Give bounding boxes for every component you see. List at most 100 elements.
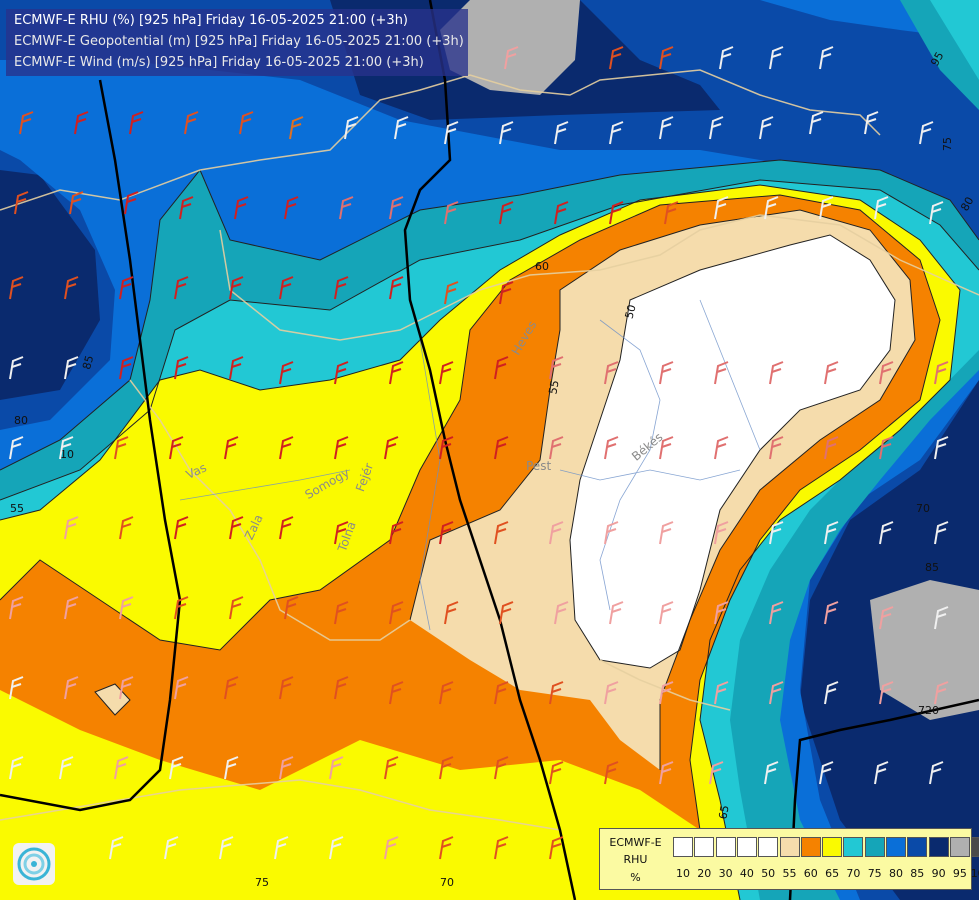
wind-barb — [9, 596, 24, 620]
wind-barb — [279, 756, 294, 780]
wind-barb — [879, 436, 894, 460]
legend-title-model: ECMWF-E — [609, 836, 662, 849]
wind-barb — [119, 516, 134, 540]
title-geopotential: ECMWF-E Geopotential (m) [925 hPa] Frida… — [14, 34, 464, 49]
wind-barb — [659, 601, 674, 625]
wind-barb — [764, 196, 779, 220]
wind-barbs — [9, 46, 949, 860]
contour-label: 85 — [80, 354, 96, 371]
legend-tick: 85 — [910, 867, 925, 880]
wind-barb — [879, 361, 894, 385]
swirl-logo-icon — [17, 847, 51, 881]
wind-barb — [64, 516, 79, 540]
country-borders — [0, 69, 979, 831]
wind-barb — [864, 111, 879, 135]
wind-barb — [334, 436, 349, 460]
wind-barb — [714, 361, 729, 385]
wind-barb — [389, 521, 404, 545]
wind-barb — [494, 521, 509, 545]
contour-label: 65 — [716, 804, 731, 820]
wind-barb — [714, 681, 729, 705]
wind-barb — [609, 601, 624, 625]
contour-label: 75 — [941, 137, 954, 151]
wind-barb — [879, 606, 894, 630]
legend-swatch — [971, 837, 979, 857]
wind-barb — [709, 761, 724, 785]
wind-barb — [119, 596, 134, 620]
legend-tick: 75 — [867, 867, 882, 880]
legend-tick: 70 — [846, 867, 861, 880]
wind-barb — [329, 756, 344, 780]
wind-barb — [64, 596, 79, 620]
wind-barb — [174, 596, 189, 620]
legend-swatch — [715, 837, 736, 857]
wind-barb — [809, 111, 824, 135]
wind-barb — [224, 676, 239, 700]
wind-barb — [714, 521, 729, 545]
wind-barb — [279, 516, 294, 540]
rhu-patch-90-west — [0, 170, 100, 400]
wind-barb — [554, 201, 569, 225]
legend-tick: 65 — [825, 867, 840, 880]
wind-barb — [9, 436, 24, 460]
wind-barb — [709, 116, 724, 140]
wind-barb — [9, 756, 24, 780]
wind-barb — [934, 361, 949, 385]
wind-barb — [169, 756, 184, 780]
wind-barb — [714, 436, 729, 460]
contour-label: 75 — [255, 876, 269, 889]
legend-swatch — [928, 837, 949, 857]
legend-tick: 100 — [970, 867, 979, 880]
rhu-patch-95-north — [440, 0, 580, 95]
wind-barb — [494, 436, 509, 460]
wind-barb — [554, 121, 569, 145]
wind-barb — [769, 681, 784, 705]
wind-barb — [334, 276, 349, 300]
legend-swatch — [736, 837, 757, 857]
wind-barb — [389, 601, 404, 625]
wind-barb — [239, 111, 254, 135]
legend-swatch — [673, 837, 693, 857]
wind-barb — [119, 676, 134, 700]
wind-barb — [114, 756, 129, 780]
wind-barb — [609, 121, 624, 145]
contour-labels: 60 50 55 70 85 75 80 95 720 85 80 55 75 … — [10, 50, 976, 889]
contour-label: 70 — [440, 876, 454, 889]
wind-barb — [494, 756, 509, 780]
legend-tick: 80 — [889, 867, 903, 880]
wind-barb — [769, 436, 784, 460]
wind-barb — [769, 46, 784, 70]
wind-barb — [344, 116, 359, 140]
wind-barb — [769, 521, 784, 545]
wind-barb — [824, 521, 839, 545]
wind-barb — [279, 436, 294, 460]
contour-label: 85 — [925, 561, 939, 574]
legend-tick: 30 — [718, 867, 733, 880]
wind-barb — [394, 116, 409, 140]
wind-barb — [499, 601, 514, 625]
wind-barb — [494, 356, 509, 380]
wind-barb — [439, 681, 454, 705]
rhu-legend: ECMWF-E RHU % 10 20 30 40 50 55 60 65 70 75 80 85 90… — [599, 828, 979, 890]
wind-barb — [444, 201, 459, 225]
wind-barb — [229, 276, 244, 300]
wind-barb — [769, 361, 784, 385]
wind-barb — [229, 516, 244, 540]
legend-title-var: RHU — [623, 853, 648, 866]
legend-tick: 50 — [761, 867, 776, 880]
wind-barb — [439, 836, 454, 860]
logo — [13, 843, 55, 885]
wind-barb — [274, 836, 289, 860]
wind-barb — [609, 201, 624, 225]
wind-barb — [819, 761, 834, 785]
wind-barb — [9, 676, 24, 700]
wind-barb — [384, 436, 399, 460]
contour-label: 720 — [918, 704, 939, 717]
wind-barb — [499, 281, 514, 305]
wind-barb — [549, 681, 564, 705]
wind-barb — [234, 196, 249, 220]
wind-barb — [659, 46, 674, 70]
wind-barb — [109, 836, 124, 860]
legend-tick: 90 — [931, 867, 946, 880]
title-panel: ECMWF-E RHU (%) [925 hPa] Friday 16-05-2… — [6, 9, 468, 76]
